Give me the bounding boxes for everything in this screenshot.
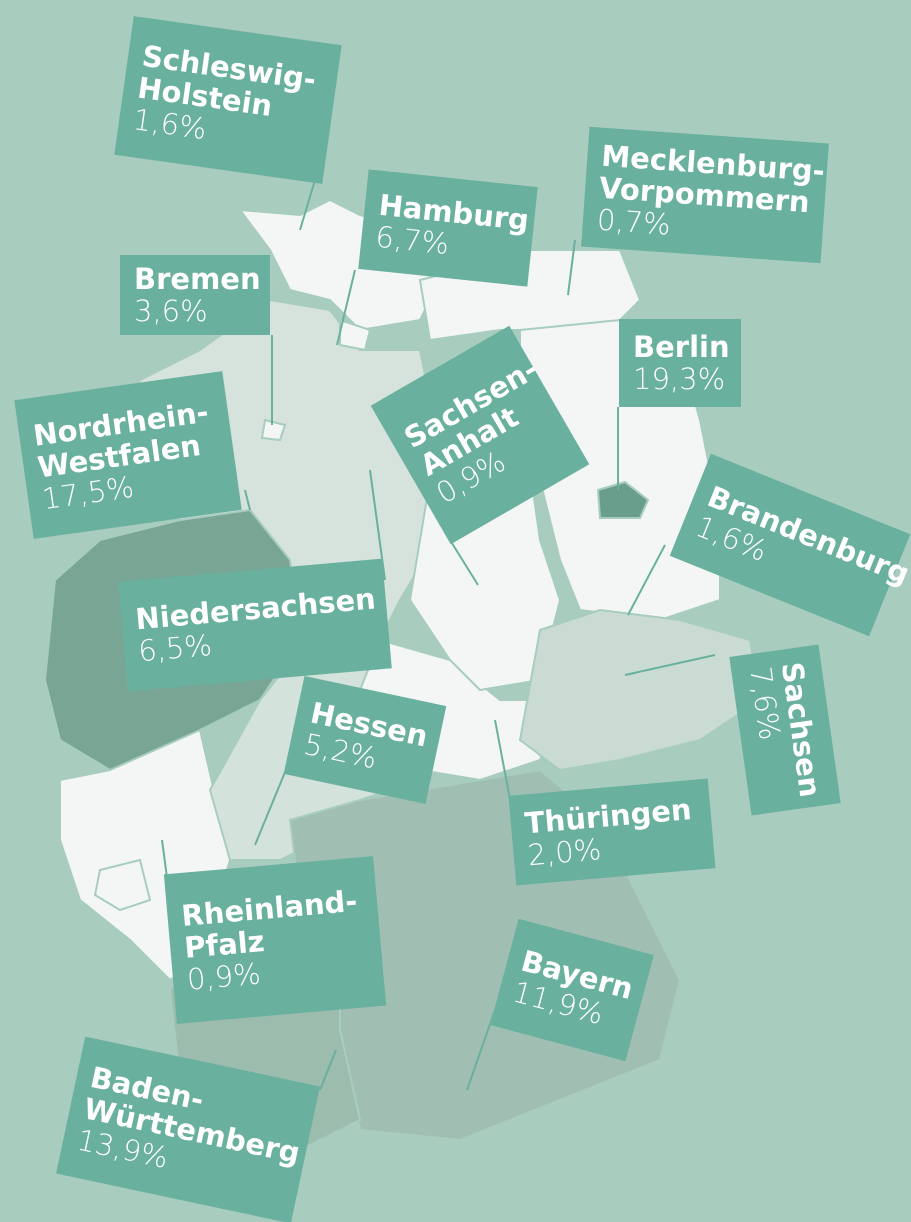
label-box [669,453,911,637]
label-box [283,676,447,804]
label-box [118,558,392,692]
leader-line [567,239,576,296]
label-box [508,778,716,886]
state-shape [596,480,650,519]
leader-line [494,719,513,811]
leader-line [627,544,666,616]
state-value: 3,6% [134,294,208,328]
state-shape [260,418,287,442]
leader-line [319,1049,337,1091]
leader-line [254,759,291,846]
state-name: Pfalz [183,924,266,965]
state-value: 0,7% [596,203,672,242]
label-box [581,126,829,264]
state-name: Bremen [134,262,261,296]
leader-line [466,1009,496,1091]
label-box [729,644,841,816]
leader-line [369,469,386,581]
label-box [163,856,387,1024]
label-box [114,16,342,184]
state-value: 2,0% [526,832,602,872]
label-box [358,169,538,287]
state-value: 0,9% [186,956,262,996]
leader-line [244,489,251,511]
leader-line [336,269,356,346]
label-box [619,319,741,407]
leader-line [449,539,479,586]
state-value: 6,5% [137,628,213,668]
label-box [14,371,242,539]
label-box [120,255,270,335]
label-box [490,918,654,1062]
saarland-shape [93,858,152,912]
label-box [56,1036,320,1222]
label-box [370,325,590,545]
state-name: Berlin [633,330,730,364]
leader-line [624,654,716,676]
state-shape [518,608,762,772]
state-value: 19,3% [633,362,725,396]
state-value: 6,7% [374,220,451,262]
